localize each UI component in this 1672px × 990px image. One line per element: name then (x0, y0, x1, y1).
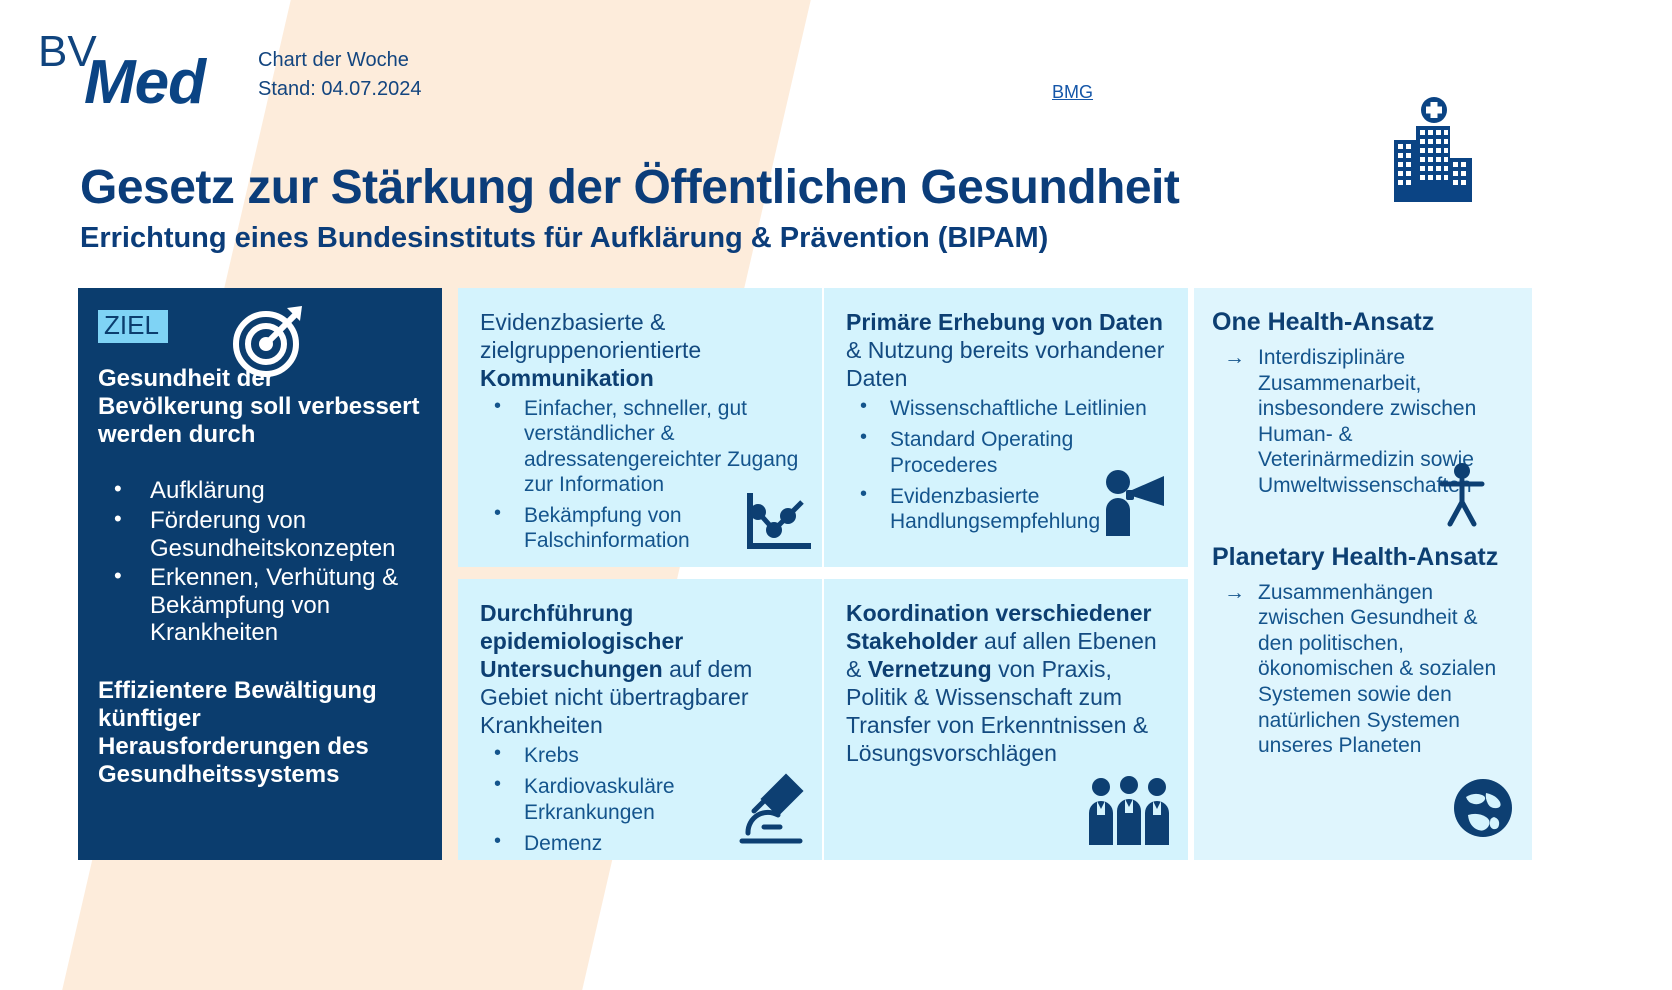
target-icon (230, 302, 308, 385)
heading-part-bold: Durchführung epidemiologischer Untersuch… (480, 600, 684, 683)
card-datenerhebung-bullets: Wissenschaftliche Leitlinien Standard Op… (846, 394, 1170, 534)
list-item: Einfacher, schneller, gut verständlicher… (480, 394, 804, 497)
date-label: Stand: 04.07.2024 (258, 78, 422, 100)
card-datenerhebung-heading: Primäre Erhebung von Daten & Nutzung ber… (846, 308, 1170, 392)
list-item: Kardiovaskuläre Erkrankungen (480, 772, 804, 824)
card-datenerhebung: Primäre Erhebung von Daten & Nutzung ber… (824, 288, 1188, 567)
card-epidemiologie: Durchführung epidemiologischer Untersuch… (458, 579, 822, 860)
content-grid: ZIEL Gesundheit der Bevölkerung soll ver… (78, 288, 1598, 860)
heading-part: auf dem Gebiet nicht übertragbarer Krank… (480, 656, 753, 739)
column-kommunikation-epidemiologie: Evidenzbasierte & zielgruppenorientierte… (458, 288, 822, 860)
section-planetary-health: Planetary Health-Ansatz Zusammenhängen z… (1194, 543, 1532, 759)
goal-heading: Gesundheit der Bevölkerung soll verbesse… (98, 365, 420, 449)
heading-part-bold: Kommunikation (480, 365, 654, 392)
list-item: Standard Operating Procederes (846, 425, 1170, 477)
list-item: Krebs (480, 741, 804, 768)
microscope-icon (734, 771, 810, 852)
heading-part-bold: Primäre Erhebung von Daten (846, 309, 1163, 335)
goal-footer: Effizientere Bewältigung künftiger Herau… (98, 676, 377, 789)
card-kommunikation-bullets: Einfacher, schneller, gut verständlicher… (480, 394, 804, 553)
list-item: Evidenzbasierte Handlungsempfehlung (846, 482, 1170, 534)
one-health-items: Interdisziplinäre Zusammenarbeit, insbes… (1212, 345, 1514, 499)
page-subtitle: Errichtung eines Bundesinstituts für Auf… (80, 222, 1049, 254)
list-item: Zusammenhängen zwischen Gesundheit & den… (1212, 580, 1514, 759)
chart-meta: Chart der Woche Stand: 04.07.2024 (258, 46, 421, 104)
series-label: Chart der Woche (258, 49, 409, 71)
card-kommunikation: Evidenzbasierte & zielgruppenorientierte… (458, 288, 822, 567)
globe-icon (1452, 777, 1514, 844)
goal-badge: ZIEL (98, 310, 168, 344)
logo-bv-text: BV (38, 27, 97, 76)
person-arms-raised-icon (1436, 462, 1488, 533)
heading-part: auf allen Ebenen & (846, 628, 1157, 683)
megaphone-person-icon (1098, 466, 1172, 543)
bvmed-logo: BV Med (34, 27, 254, 114)
card-koordination: Koordination verschiedener Stakeholder a… (824, 579, 1188, 860)
heading-part-bold: Vernetzung (867, 656, 992, 683)
list-item: Aufklärung (98, 476, 422, 505)
network-chart-icon (740, 490, 812, 561)
heading-part-bold: Koordination verschiedener Stakeholder (846, 600, 1152, 655)
card-epidemiologie-heading: Durchführung epidemiologischer Untersuch… (480, 599, 804, 739)
hospital-icon (1378, 96, 1490, 211)
card-approaches: One Health-Ansatz Interdisziplinäre Zusa… (1194, 288, 1532, 860)
heading-part: von Praxis, Politik & Wissenschaft zum T… (846, 656, 1149, 767)
section-one-health: One Health-Ansatz Interdisziplinäre Zusa… (1194, 288, 1532, 499)
card-koordination-heading: Koordination verschiedener Stakeholder a… (846, 599, 1170, 767)
list-item: Interdisziplinäre Zusammenarbeit, insbes… (1212, 345, 1514, 499)
logo-med-text: Med (84, 48, 206, 117)
column-ansaetze: One Health-Ansatz Interdisziplinäre Zusa… (1194, 288, 1532, 860)
planetary-health-items: Zusammenhängen zwischen Gesundheit & den… (1212, 580, 1514, 759)
heading-part: & Nutzung bereits vorhandener Daten (846, 337, 1165, 392)
list-item: Bekämpfung von Falschinformation (480, 501, 804, 553)
heading-part: Evidenzbasierte & zielgruppenorientierte (480, 309, 702, 364)
column-daten-koordination: Primäre Erhebung von Daten & Nutzung ber… (824, 288, 1188, 860)
page-title: Gesetz zur Stärkung der Öffentlichen Ges… (80, 161, 1180, 214)
list-item: Demenz (480, 829, 804, 856)
list-item: Wissenschaftliche Leitlinien (846, 394, 1170, 421)
planetary-health-heading: Planetary Health-Ansatz (1212, 542, 1499, 571)
one-health-heading: One Health-Ansatz (1212, 308, 1435, 336)
goal-panel: ZIEL Gesundheit der Bevölkerung soll ver… (78, 288, 442, 860)
list-item: Förderung von Gesundheitskonzepten (98, 506, 422, 562)
card-epidemiologie-bullets: Krebs Kardiovaskuläre Erkrankungen Demen… (480, 741, 804, 856)
card-kommunikation-heading: Evidenzbasierte & zielgruppenorientierte… (480, 308, 804, 392)
list-item: Erkennen, Verhütung & Bekämpfung von Kra… (98, 563, 422, 647)
goal-bullet-list: Aufklärung Förderung von Gesundheitskonz… (98, 476, 422, 647)
column-goal: ZIEL Gesundheit der Bevölkerung soll ver… (78, 288, 442, 860)
source-link-bmg[interactable]: BMG (1052, 82, 1094, 102)
people-group-icon (1084, 775, 1174, 854)
